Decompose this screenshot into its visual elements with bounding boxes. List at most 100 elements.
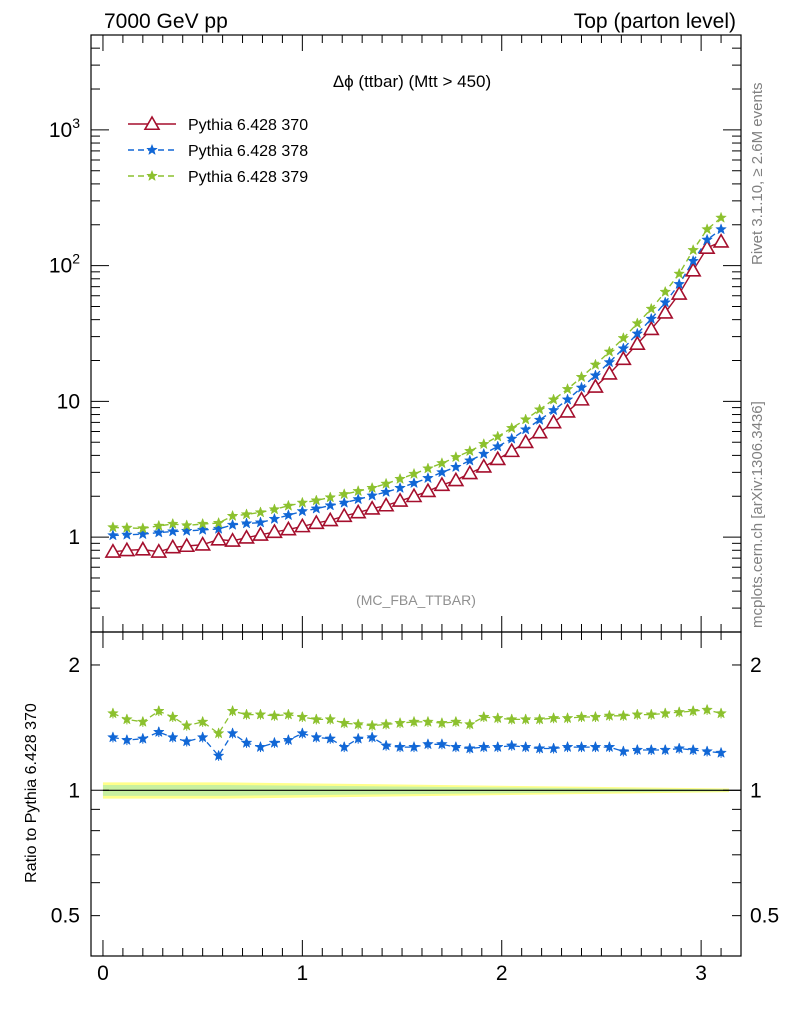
ratio-series-379-point (436, 716, 448, 729)
series-378-point (589, 369, 602, 381)
ratio-series-379-point (324, 713, 337, 725)
ratio-series-378-point (575, 740, 588, 753)
series-379-point (352, 484, 365, 497)
series-378-point (352, 493, 365, 505)
series-379-point (701, 223, 714, 235)
series-379-point (491, 430, 504, 442)
series-378-point (166, 525, 179, 537)
series-370-point (252, 526, 269, 541)
legend-item-379-marker (146, 169, 158, 182)
ratio-series-378-point (422, 738, 434, 750)
ratio-y-axis-label: Ratio to Pythia 6.428 370 (23, 703, 40, 883)
ratio-series-379-point (152, 704, 165, 717)
series-370-point (489, 450, 507, 466)
series-379-point (152, 519, 165, 531)
ratio-series-379-point (547, 711, 560, 724)
series-379-point (180, 519, 193, 531)
ratio-series-379-point (589, 710, 602, 723)
series-370-point (712, 233, 730, 248)
series-378-point (477, 447, 490, 459)
series-378-line (112, 228, 722, 537)
ratio-series-379-point (505, 713, 518, 725)
ratio-series-379-point (166, 710, 179, 723)
series-379-point (380, 477, 392, 489)
series-370-point (224, 532, 241, 547)
ratio-series-379-point (282, 708, 295, 720)
series-378-point (324, 499, 337, 511)
legend-item-379-label: Pythia 6.428 379 (188, 169, 308, 186)
series-370-point (475, 458, 493, 473)
main-y-tick-label: 103 (49, 115, 80, 142)
ratio-series-378-point (631, 743, 644, 755)
ratio-series-379-point (120, 713, 133, 725)
series-370-point (363, 500, 381, 515)
series-379-point (547, 393, 560, 405)
ratio-series-379-point (196, 715, 209, 727)
ratio-series-378-point (152, 725, 165, 738)
ratio-series-378-point (352, 732, 365, 744)
ratio-series-378-point (617, 745, 630, 757)
ratio-y-tick-label-right: 0.5 (750, 905, 779, 928)
series-378-point (533, 413, 546, 425)
ratio-series-378-point (282, 733, 295, 746)
ratio-y-tick-label: 0.5 (51, 905, 80, 928)
series-370-point (118, 541, 136, 557)
ratio-series-378-point (310, 731, 323, 743)
series-379-point (226, 509, 239, 522)
ratio-series-378-point (107, 731, 119, 743)
header-process-label: Top (parton level) (574, 10, 736, 33)
ratio-series-379-point (491, 711, 504, 724)
series-370-point (104, 543, 122, 558)
ratio-series-379-line (112, 709, 722, 735)
ratio-series-379-point (212, 727, 225, 739)
series-378-point (180, 524, 193, 536)
series-370-line (112, 241, 722, 553)
series-378-point (240, 517, 253, 529)
legend: Pythia 6.428 370 Pythia 6.428 378 Pythia 6… (128, 115, 308, 186)
series-370-point (266, 523, 283, 539)
ratio-series-379-point (136, 715, 149, 727)
series-378-point (463, 454, 476, 466)
ratio-series-379-point (463, 718, 476, 730)
ratio-series-379-point (617, 709, 630, 721)
ratio-series-379-point (338, 716, 351, 729)
ratio-series-379-point (408, 715, 420, 727)
ratio-series-378-point (296, 727, 309, 739)
ratio-series-379-point (603, 709, 616, 721)
ratio-series-379-point (380, 718, 392, 730)
series-379-point (120, 521, 133, 533)
series-370-point (307, 514, 325, 530)
ratio-series-379-point (352, 718, 365, 730)
series-370-point (335, 507, 353, 523)
ratio-series-378-point (519, 740, 532, 753)
ratio-series-378-point (645, 743, 658, 755)
series-370-point (587, 378, 604, 393)
series-378-point (561, 393, 574, 405)
series-378-point (310, 502, 323, 514)
series-379-point (449, 450, 462, 463)
ratio-series-378-point (394, 740, 406, 753)
ratio-series-378-point (603, 740, 616, 753)
series-370-point (238, 529, 255, 544)
series-378-point (422, 471, 434, 484)
series-370-point (134, 540, 152, 556)
series-378-point (254, 516, 267, 528)
main-plot-area: 1 10 102 103 (49, 34, 742, 633)
ratio-series-379-point (519, 713, 532, 725)
ratio-series-379-point (533, 713, 546, 725)
ratio-frame (90, 631, 742, 957)
ratio-series-379-point (631, 708, 644, 720)
ratio-series-378-point (366, 731, 379, 743)
ratio-series-378-point (196, 731, 209, 743)
ratio-series-378-point (505, 739, 518, 751)
series-378-point (547, 404, 560, 416)
ratio-series-379-point (715, 707, 727, 719)
series-378-point (120, 528, 133, 540)
legend-item-370-marker (143, 115, 161, 131)
series-370-point (545, 413, 562, 429)
series-378-point (366, 489, 379, 501)
series-370-point (684, 261, 702, 277)
series-378-point (226, 518, 239, 530)
ratio-series-379-point (687, 704, 700, 717)
